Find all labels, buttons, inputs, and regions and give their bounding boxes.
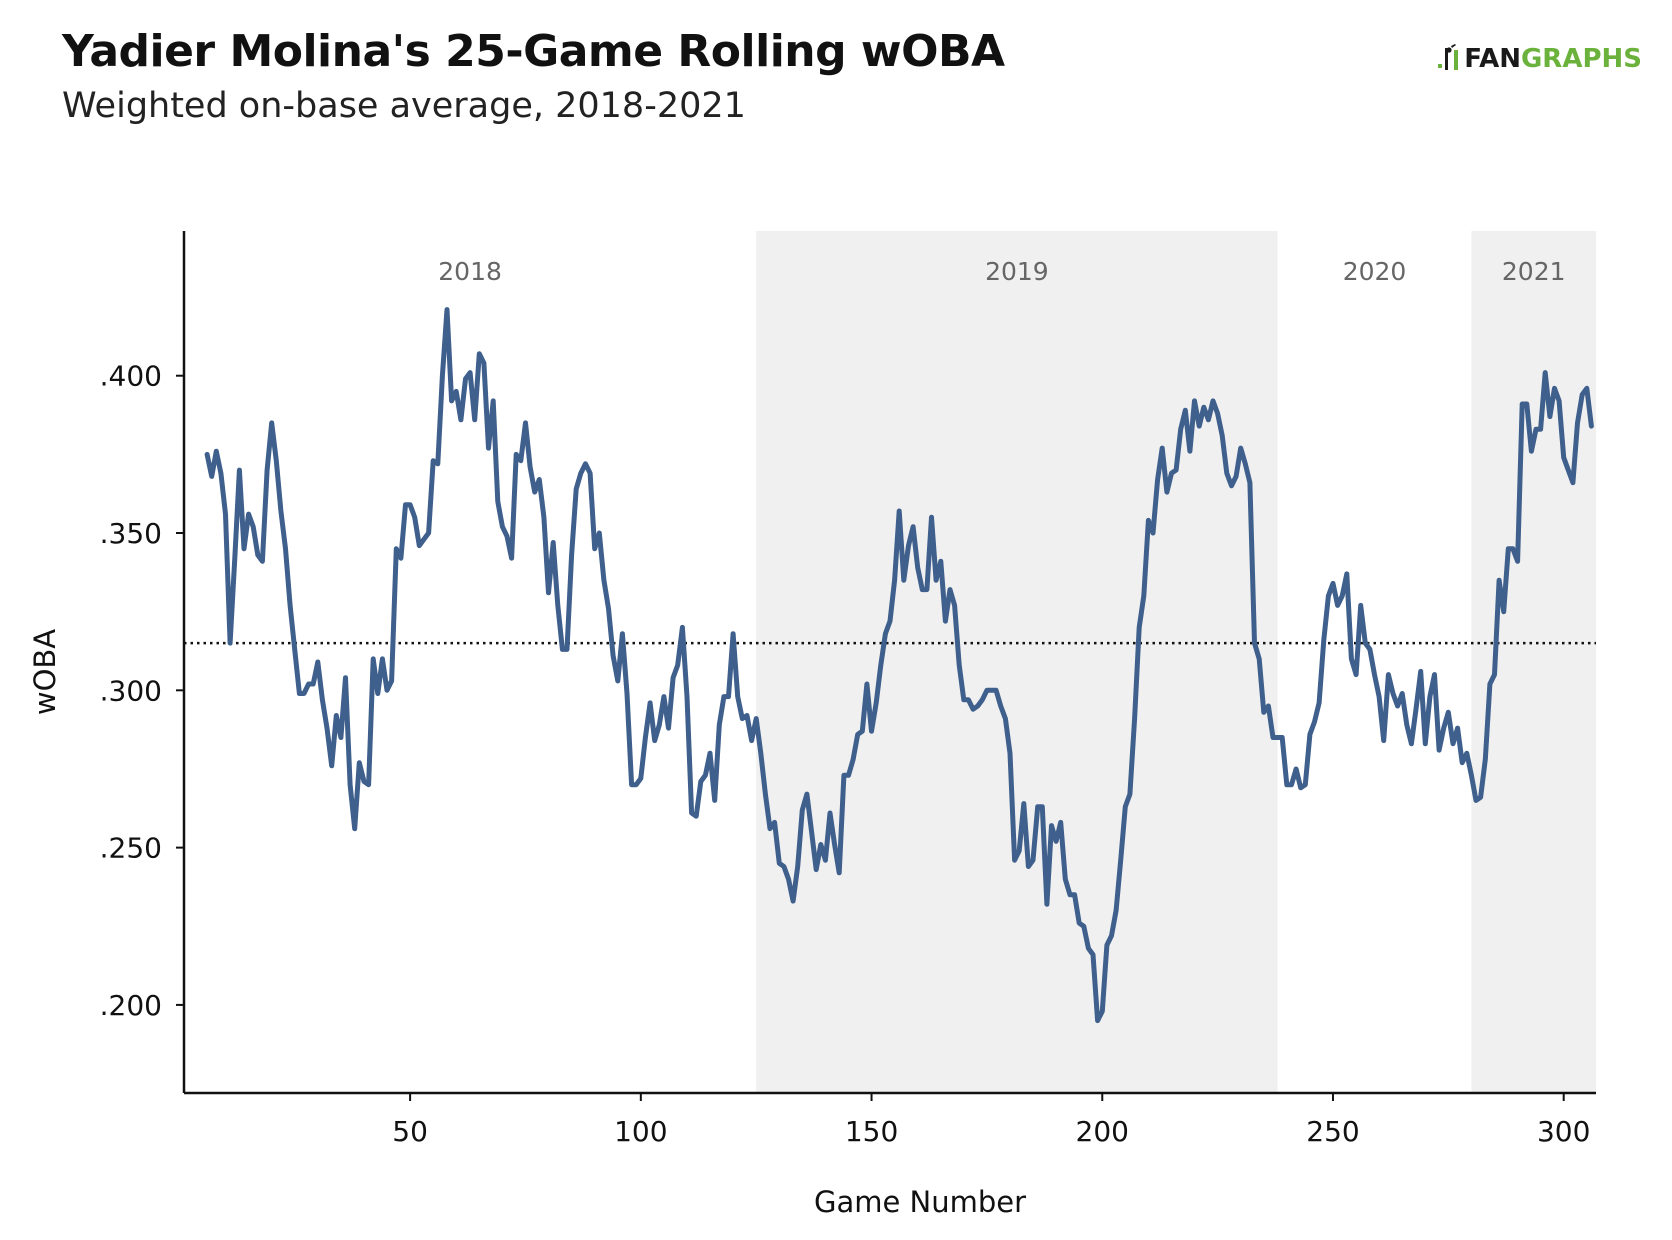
y-axis-ticks: .200 .250 .300 .350 .400 <box>100 360 184 1022</box>
x-tick-label: 200 <box>1076 1115 1129 1148</box>
x-tick-label: 50 <box>392 1115 428 1148</box>
x-tick-label: 150 <box>845 1115 898 1148</box>
batter-icon <box>1435 44 1461 74</box>
year-labels: 2018 2019 2020 2021 <box>438 257 1565 286</box>
y-tick-label: .200 <box>100 989 162 1022</box>
year-band-2019 <box>756 231 1278 1093</box>
year-band-2021 <box>1471 231 1596 1093</box>
logo-text-fan: FAN <box>1464 44 1521 74</box>
fangraphs-logo: FAN GRAPHS <box>1435 44 1642 74</box>
year-bands <box>756 231 1596 1093</box>
woba-series-line <box>204 307 1594 1024</box>
x-tick-label: 100 <box>614 1115 667 1148</box>
year-label-2021: 2021 <box>1502 257 1566 286</box>
logo-text-graphs: GRAPHS <box>1520 44 1642 74</box>
chart-title: Yadier Molina's 25-Game Rolling wOBA <box>62 26 1005 77</box>
year-label-2018: 2018 <box>438 257 502 286</box>
x-axis-label: Game Number <box>814 1185 1026 1219</box>
y-tick-label: .350 <box>100 517 162 550</box>
x-tick-label: 300 <box>1537 1115 1590 1148</box>
chart-subtitle: Weighted on-base average, 2018-2021 <box>62 86 746 126</box>
series-group <box>204 307 1594 1024</box>
y-tick-label: .250 <box>100 832 162 865</box>
y-tick-label: .300 <box>100 674 162 707</box>
x-axis-ticks: 50 100 150 200 250 300 <box>392 1093 1590 1148</box>
x-tick-label: 250 <box>1306 1115 1359 1148</box>
year-label-2019: 2019 <box>985 257 1049 286</box>
year-label-2020: 2020 <box>1343 257 1407 286</box>
y-axis-label: wOBA <box>28 629 62 715</box>
y-tick-label: .400 <box>100 360 162 393</box>
axes <box>182 231 1596 1095</box>
